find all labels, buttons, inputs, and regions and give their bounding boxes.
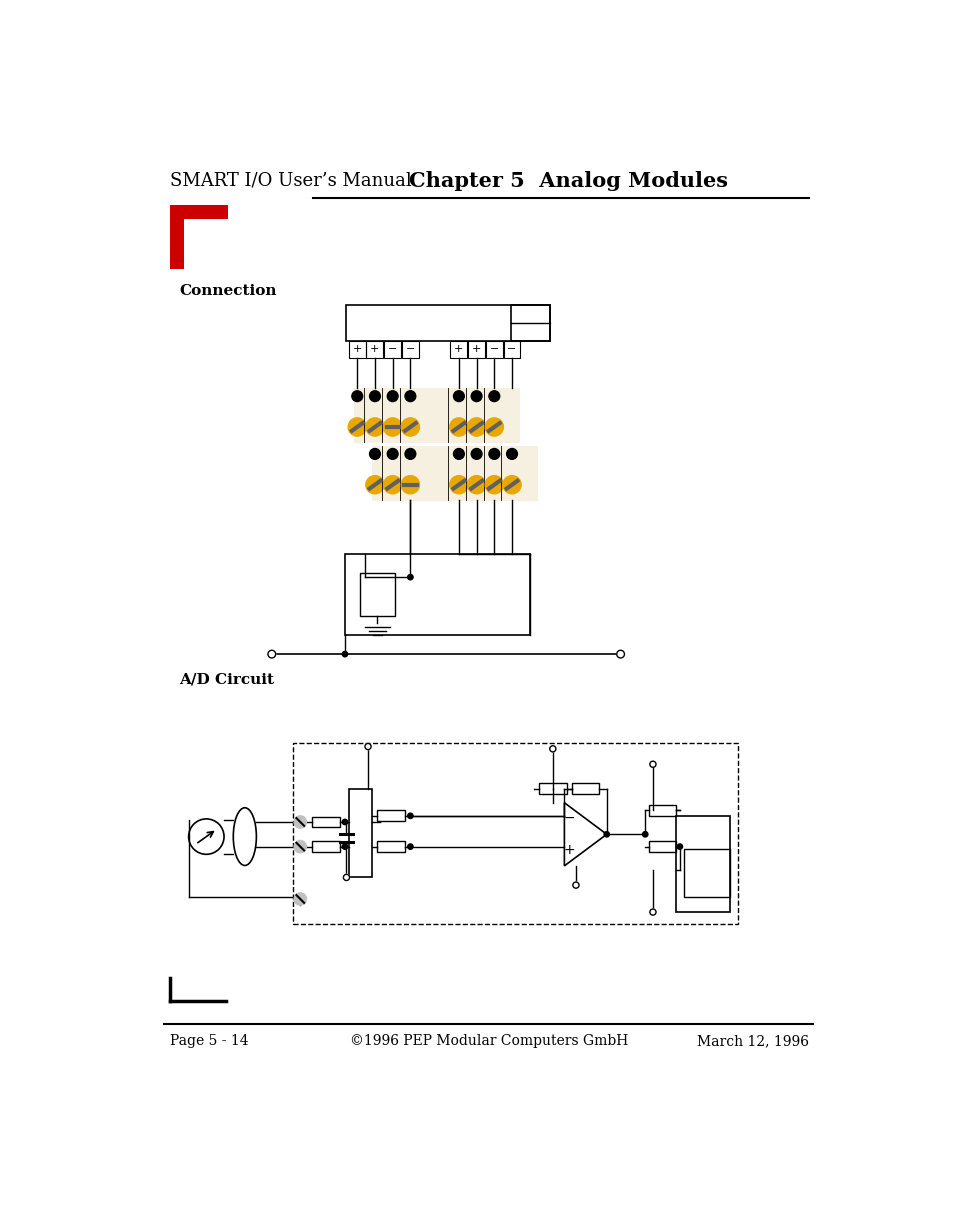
Circle shape [369, 390, 380, 401]
Circle shape [369, 449, 380, 460]
Text: SMART I/O User’s Manual: SMART I/O User’s Manual [170, 171, 412, 190]
Circle shape [407, 814, 413, 818]
Circle shape [365, 418, 384, 437]
Bar [485, 340, 502, 358]
Bar [349, 789, 372, 878]
Text: +: + [472, 344, 480, 354]
Bar [450, 340, 467, 358]
Circle shape [449, 418, 468, 437]
Circle shape [365, 475, 384, 494]
Circle shape [387, 390, 397, 401]
Text: A/D Circuit: A/D Circuit [179, 672, 274, 687]
Bar [538, 783, 566, 794]
Text: −: − [405, 344, 415, 354]
Bar [372, 446, 537, 500]
Bar [376, 841, 405, 852]
Circle shape [352, 390, 362, 401]
Circle shape [400, 418, 419, 437]
Bar [345, 305, 549, 340]
Bar [676, 816, 729, 912]
Bar [511, 305, 549, 340]
Circle shape [471, 449, 481, 460]
Circle shape [471, 390, 481, 401]
Circle shape [294, 893, 306, 905]
Text: −: − [388, 344, 397, 354]
Bar [349, 340, 365, 358]
Circle shape [387, 449, 397, 460]
Bar [293, 743, 737, 924]
Text: +: + [353, 344, 361, 354]
Bar [376, 810, 405, 821]
Circle shape [488, 449, 499, 460]
Bar [571, 783, 598, 794]
Circle shape [642, 832, 647, 837]
Circle shape [400, 475, 419, 494]
Circle shape [467, 418, 485, 437]
Bar [683, 849, 729, 896]
Circle shape [348, 418, 366, 437]
Bar [384, 340, 400, 358]
Text: −: − [507, 344, 517, 354]
Bar [366, 340, 383, 358]
Circle shape [405, 449, 416, 460]
Circle shape [383, 475, 401, 494]
Circle shape [453, 390, 464, 401]
Text: −: − [489, 344, 498, 354]
Circle shape [342, 652, 347, 657]
Bar [170, 212, 184, 269]
Bar [312, 841, 339, 852]
Text: March 12, 1996: March 12, 1996 [697, 1035, 808, 1048]
Circle shape [294, 816, 306, 828]
Circle shape [484, 475, 503, 494]
Circle shape [342, 844, 347, 849]
Circle shape [677, 844, 681, 849]
Circle shape [549, 745, 556, 751]
Circle shape [488, 390, 499, 401]
Circle shape [268, 651, 275, 658]
Circle shape [506, 449, 517, 460]
Circle shape [407, 574, 413, 580]
Bar [648, 805, 676, 816]
Text: Connection: Connection [179, 283, 276, 298]
Circle shape [343, 874, 349, 880]
Circle shape [294, 840, 306, 852]
Bar [468, 340, 484, 358]
Circle shape [365, 743, 371, 749]
Circle shape [467, 475, 485, 494]
Circle shape [484, 418, 503, 437]
Circle shape [342, 820, 347, 824]
Circle shape [649, 761, 656, 767]
Circle shape [383, 418, 401, 437]
Bar [503, 340, 520, 358]
Bar [648, 841, 676, 852]
Bar [312, 817, 339, 827]
Text: Chapter 5  Analog Modules: Chapter 5 Analog Modules [408, 170, 727, 191]
Text: Page 5 - 14: Page 5 - 14 [170, 1035, 249, 1048]
Circle shape [405, 390, 416, 401]
Bar [345, 554, 529, 635]
Text: ©1996 PEP Modular Computers GmbH: ©1996 PEP Modular Computers GmbH [350, 1035, 627, 1048]
Circle shape [603, 832, 609, 837]
Circle shape [616, 651, 624, 658]
Bar [354, 388, 518, 443]
Bar [401, 340, 418, 358]
Text: +: + [454, 344, 463, 354]
Text: +: + [370, 344, 379, 354]
Circle shape [649, 910, 656, 916]
Text: +: + [563, 844, 575, 857]
Circle shape [502, 475, 520, 494]
Bar [360, 573, 395, 615]
Circle shape [453, 449, 464, 460]
Bar [170, 206, 228, 219]
Circle shape [449, 475, 468, 494]
Circle shape [572, 882, 578, 888]
Text: −: − [563, 811, 575, 826]
Circle shape [407, 844, 413, 849]
